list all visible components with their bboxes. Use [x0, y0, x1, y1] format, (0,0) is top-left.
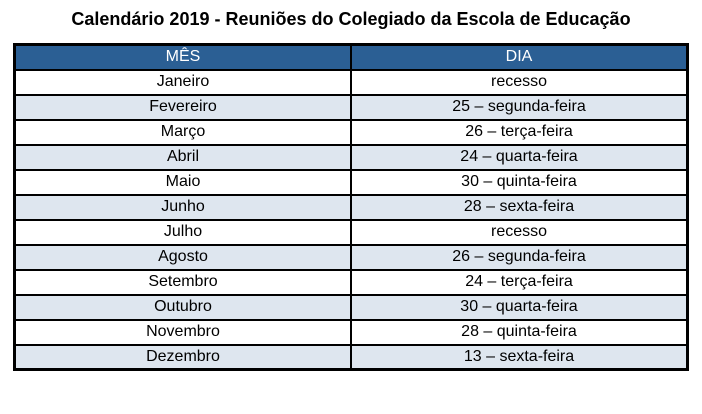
table-row: Dezembro 13 – sexta-feira	[13, 343, 689, 371]
month-cell: Abril	[13, 143, 352, 171]
month-cell: Janeiro	[13, 68, 352, 96]
day-cell: 28 – sexta-feira	[350, 193, 689, 221]
calendar-table: MÊS DIA Janeiro recesso Fevereiro 25 – segu…	[13, 43, 689, 371]
header-cell-mes: MÊS	[13, 43, 352, 71]
month-cell: Setembro	[13, 268, 352, 296]
day-cell: 26 – terça-feira	[350, 118, 689, 146]
month-cell: Junho	[13, 193, 352, 221]
table-row: Junho 28 – sexta-feira	[13, 193, 689, 221]
table-row: Março 26 – terça-feira	[13, 118, 689, 146]
table-row: Agosto 26 – segunda-feira	[13, 243, 689, 271]
day-cell: 26 – segunda-feira	[350, 243, 689, 271]
day-cell: 28 – quinta-feira	[350, 318, 689, 346]
month-cell: Agosto	[13, 243, 352, 271]
month-cell: Outubro	[13, 293, 352, 321]
month-cell: Março	[13, 118, 352, 146]
month-cell: Julho	[13, 218, 352, 246]
table-body: Janeiro recesso Fevereiro 25 – segunda-feir…	[13, 68, 689, 371]
table-row: Setembro 24 – terça-feira	[13, 268, 689, 296]
month-cell: Maio	[13, 168, 352, 196]
table-row: Outubro 30 – quarta-feira	[13, 293, 689, 321]
table-row: Janeiro recesso	[13, 68, 689, 96]
table-row: Maio 30 – quinta-feira	[13, 168, 689, 196]
table-row: Novembro 28 – quinta-feira	[13, 318, 689, 346]
day-cell: 25 – segunda-feira	[350, 93, 689, 121]
table-row: Julho recesso	[13, 218, 689, 246]
day-cell: 30 – quarta-feira	[350, 293, 689, 321]
table-row: Abril 24 – quarta-feira	[13, 143, 689, 171]
month-cell: Novembro	[13, 318, 352, 346]
day-cell: 24 – terça-feira	[350, 268, 689, 296]
month-cell: Dezembro	[13, 343, 352, 371]
month-cell: Fevereiro	[13, 93, 352, 121]
day-cell: 24 – quarta-feira	[350, 143, 689, 171]
table-row: Fevereiro 25 – segunda-feira	[13, 93, 689, 121]
day-cell: recesso	[350, 218, 689, 246]
page-title: Calendário 2019 - Reuniões do Colegiado …	[71, 9, 631, 29]
day-cell: 13 – sexta-feira	[350, 343, 689, 371]
header-row: MÊS DIA	[13, 43, 689, 71]
day-cell: recesso	[350, 68, 689, 96]
day-cell: 30 – quinta-feira	[350, 168, 689, 196]
header-cell-dia: DIA	[350, 43, 689, 71]
